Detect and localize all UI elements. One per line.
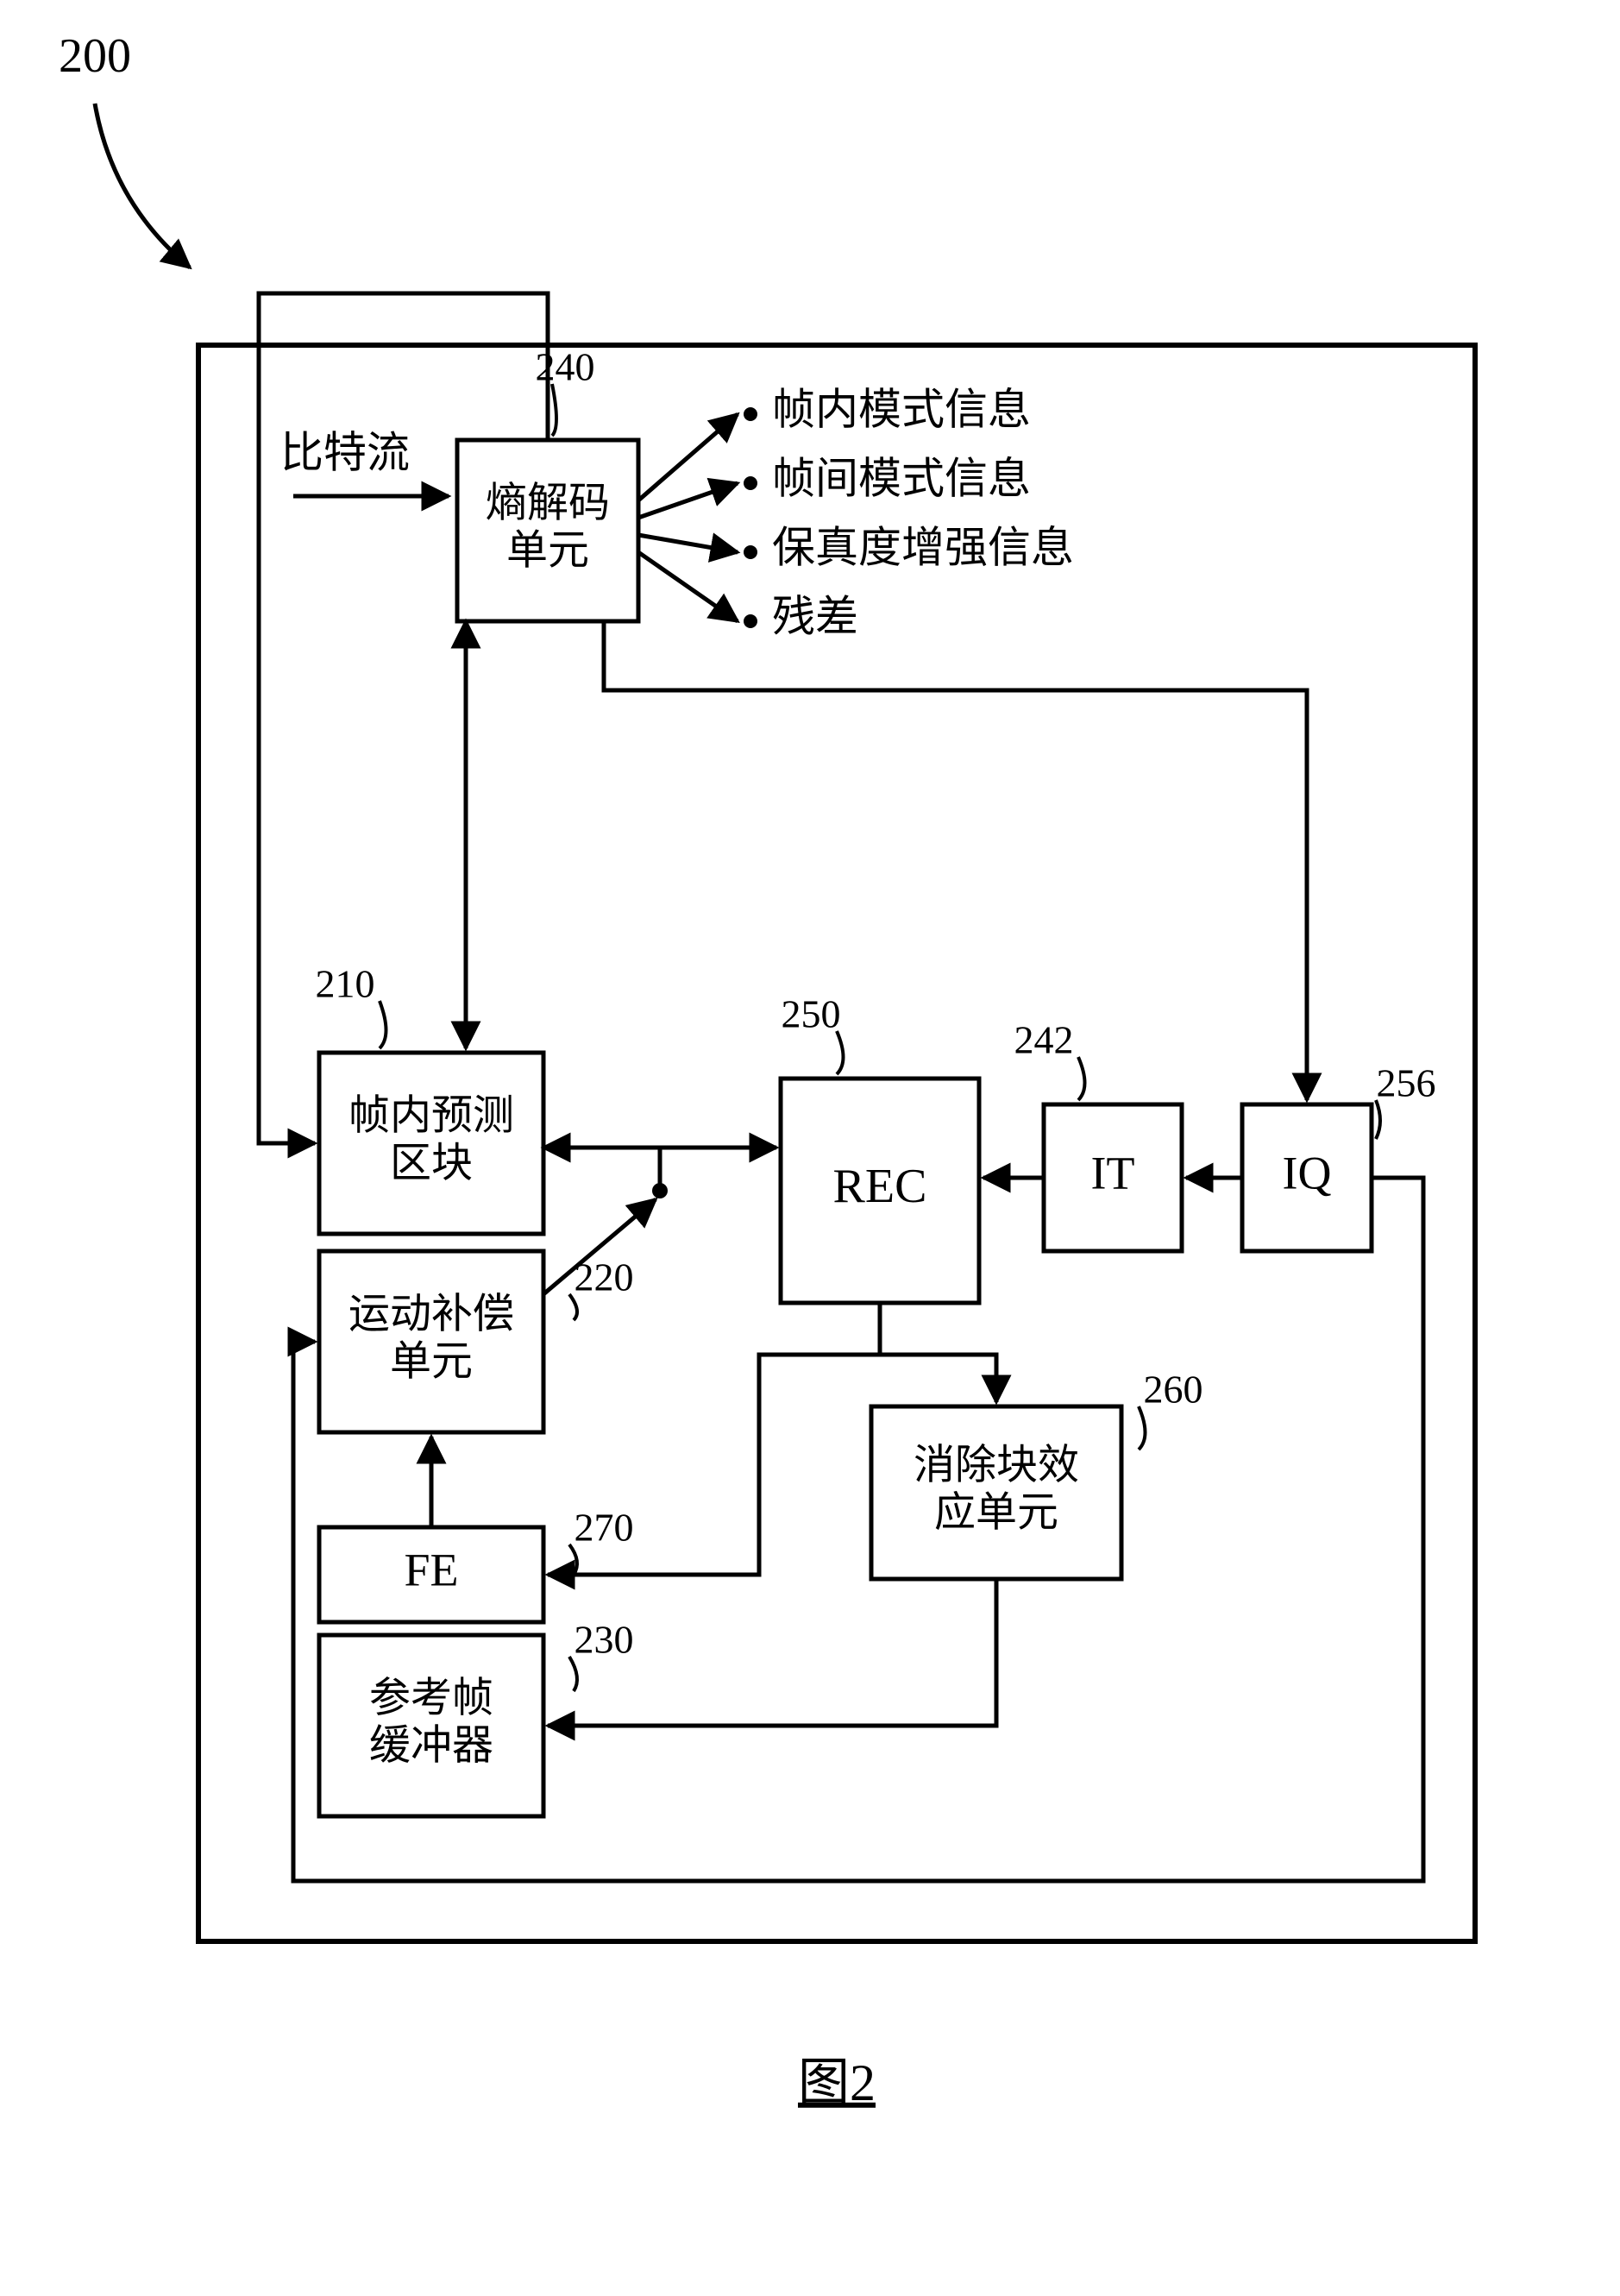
node-mc-label-1: 单元 [390,1339,473,1385]
node-mc-label-0: 运动补偿 [348,1291,514,1337]
output-2: 保真度增强信息 [772,523,1074,571]
num-256: 256 [1377,1061,1436,1105]
node-deblock-label-1: 应单元 [934,1490,1058,1536]
output-1: 帧间模式信息 [772,454,1031,502]
node-intra-label-0: 帧内预测 [348,1092,514,1138]
output-3: 残差 [772,592,858,640]
node-intra-label-1: 区块 [390,1141,473,1186]
node-refbuf-label-0: 参考帧 [369,1675,493,1720]
num-230: 230 [575,1618,634,1662]
num-242: 242 [1014,1018,1074,1062]
outer-number: 200 [59,29,131,83]
num-270: 270 [575,1506,634,1550]
node-entropy-label-0: 熵解码 [486,480,610,525]
num-210: 210 [316,962,375,1006]
bitstream-label: 比特流 [280,428,410,476]
figure-label: 图2 [798,2054,876,2111]
node-deblock-label-0: 消除块效 [914,1442,1079,1488]
num-260: 260 [1144,1368,1203,1412]
node-refbuf-label-1: 缓冲器 [369,1723,493,1769]
node-it-label-0: IT [1091,1147,1135,1198]
node-rec-label-0: REC [833,1160,927,1213]
outer-number-arrow [95,104,190,267]
node-fe-label-0: FE [404,1544,458,1595]
num-240: 240 [536,345,595,389]
output-0: 帧内模式信息 [772,385,1031,433]
num-250: 250 [782,992,841,1036]
node-entropy-label-1: 单元 [506,528,589,574]
node-iq-label-0: IQ [1283,1147,1332,1198]
